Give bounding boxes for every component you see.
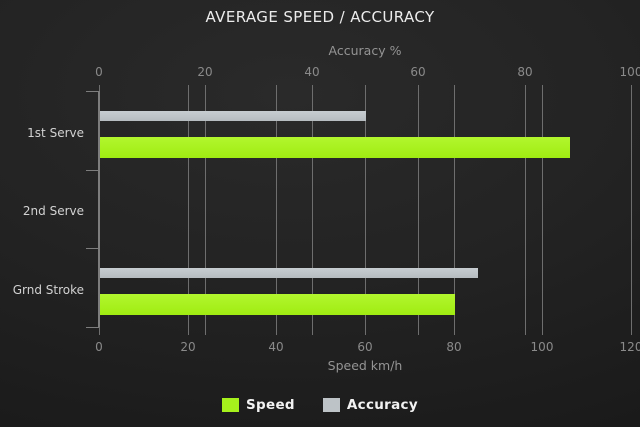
bottom-tick-label-0: 0 xyxy=(95,340,103,354)
grid-line-bottom-20 xyxy=(188,85,189,335)
accuracy-swatch-icon xyxy=(322,398,340,412)
grid-line-bottom-40 xyxy=(276,85,277,335)
category-label-0: 1st Serve xyxy=(27,126,84,140)
legend-item-accuracy[interactable]: Accuracy xyxy=(322,397,418,413)
bar-accuracy-0 xyxy=(100,111,366,121)
grid-line-top-60 xyxy=(418,85,419,335)
grid-line-top-20 xyxy=(205,85,206,335)
category-label-1: 2nd Serve xyxy=(22,204,84,218)
bottom-tick-label-60: 60 xyxy=(357,340,373,354)
bar-speed-2 xyxy=(100,294,455,316)
top-tick-label-80: 80 xyxy=(517,65,533,79)
bottom-tick-label-100: 100 xyxy=(530,340,554,354)
category-axis-line xyxy=(98,91,100,327)
legend-label: Speed xyxy=(246,397,295,413)
bar-speed-0 xyxy=(100,137,570,158)
legend: Speed Accuracy xyxy=(0,397,640,413)
bottom-tick-label-20: 20 xyxy=(180,340,196,354)
grid-line-bottom-60 xyxy=(365,85,366,335)
top-tick-label-0: 0 xyxy=(95,65,103,79)
grid-line-bottom-80 xyxy=(454,85,455,335)
speed-swatch-icon xyxy=(222,398,240,412)
grid-line-top-40 xyxy=(312,85,313,335)
bar-accuracy-2 xyxy=(100,268,478,279)
grid-line-bottom-100 xyxy=(542,85,543,335)
category-boundary-tick xyxy=(86,91,99,92)
category-boundary-tick xyxy=(86,248,99,249)
top-tick-label-60: 60 xyxy=(410,65,426,79)
legend-label: Accuracy xyxy=(346,397,418,413)
category-boundary-tick xyxy=(86,327,99,328)
top-tick-label-20: 20 xyxy=(197,65,213,79)
plot-area xyxy=(86,85,632,335)
bottom-tick-label-120: 120 xyxy=(619,340,640,354)
top-tick-label-40: 40 xyxy=(304,65,320,79)
category-boundary-tick xyxy=(86,170,99,171)
grid-line-top-80 xyxy=(525,85,526,335)
top-axis-title: Accuracy % xyxy=(328,43,402,58)
bottom-axis-title: Speed km/h xyxy=(327,358,403,373)
chart-title: AVERAGE SPEED / ACCURACY xyxy=(205,8,435,26)
bottom-tick-label-80: 80 xyxy=(446,340,462,354)
bottom-tick-label-40: 40 xyxy=(268,340,284,354)
legend-item-speed[interactable]: Speed xyxy=(222,397,295,413)
category-label-2: Grnd Stroke xyxy=(12,283,84,297)
grid-line-top-100 xyxy=(631,85,632,335)
top-tick-label-100: 100 xyxy=(619,65,640,79)
